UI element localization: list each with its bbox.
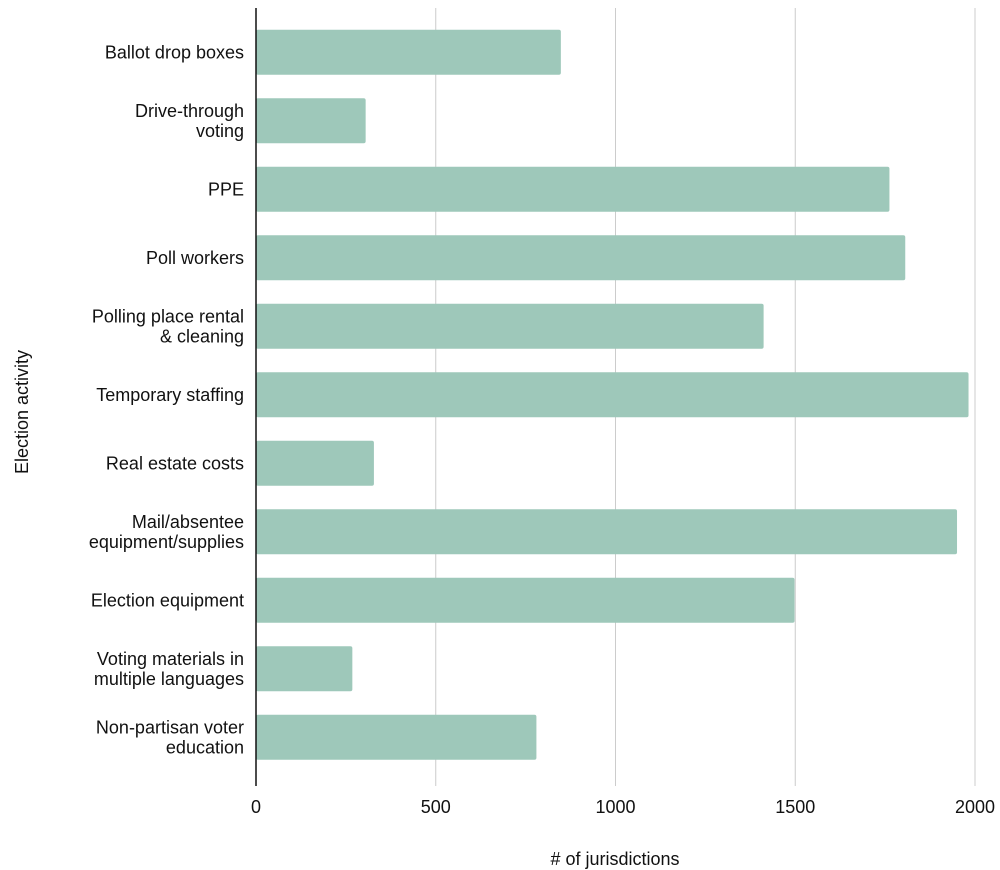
category-label: Poll workers <box>146 248 244 268</box>
bar <box>256 440 374 486</box>
category-label: Mail/absentee equipment/supplies <box>89 512 244 552</box>
x-tick-label: 2000 <box>955 797 995 817</box>
bar <box>256 714 537 760</box>
x-tick-label: 1000 <box>595 797 635 817</box>
bar <box>256 303 764 349</box>
bar <box>256 98 366 144</box>
category-label: PPE <box>208 179 244 199</box>
bar <box>256 166 890 212</box>
bars <box>256 29 969 760</box>
x-tick-label: 0 <box>251 797 261 817</box>
x-axis-title: # of jurisdictions <box>550 849 679 869</box>
category-label: Non-partisan voter education <box>96 717 244 757</box>
y-axis-title: Election activity <box>12 350 32 474</box>
x-tick-labels: 0 500 1000 1500 2000 <box>251 797 995 817</box>
category-label: Polling place rental & cleaning <box>92 306 244 346</box>
bar <box>256 509 958 555</box>
category-label: Election equipment <box>91 590 244 610</box>
category-label: Drive-through voting <box>135 101 244 141</box>
category-label: Ballot drop boxes <box>105 42 244 62</box>
category-labels: Ballot drop boxes Drive-through voting PPE P… <box>89 42 244 757</box>
bar <box>256 646 353 692</box>
x-tick-label: 1500 <box>775 797 815 817</box>
bar <box>256 577 795 623</box>
bar <box>256 372 969 418</box>
bar <box>256 29 561 75</box>
bar <box>256 235 906 281</box>
x-tick-label: 500 <box>421 797 451 817</box>
category-label: Temporary staffing <box>96 385 244 405</box>
category-label: Voting materials in multiple languages <box>94 649 244 689</box>
category-label: Real estate costs <box>106 453 244 473</box>
